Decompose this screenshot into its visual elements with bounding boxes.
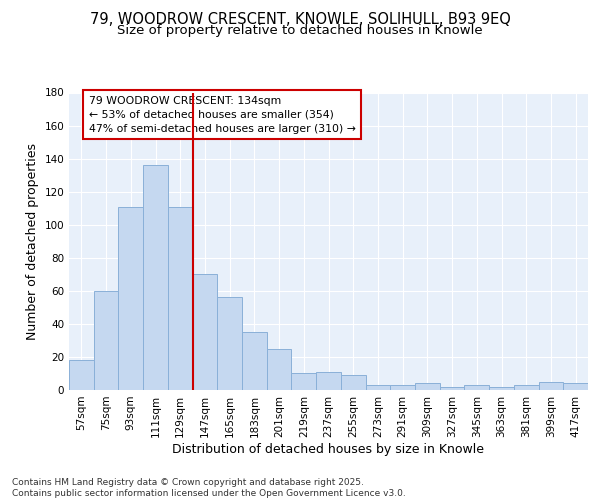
Bar [118,206,143,390]
Text: 79 WOODROW CRESCENT: 134sqm
← 53% of detached houses are smaller (354)
47% of se: 79 WOODROW CRESCENT: 134sqm ← 53% of det… [89,96,356,134]
Bar [168,206,193,390]
Bar [415,384,440,390]
Bar [193,274,217,390]
Bar [69,360,94,390]
Bar [341,375,365,390]
Bar [464,385,489,390]
Bar [292,374,316,390]
Bar [94,291,118,390]
Bar [217,298,242,390]
Bar [390,385,415,390]
Bar [563,384,588,390]
Bar [539,382,563,390]
Y-axis label: Number of detached properties: Number of detached properties [26,143,39,340]
X-axis label: Distribution of detached houses by size in Knowle: Distribution of detached houses by size … [173,442,485,456]
Bar [242,332,267,390]
Bar [440,386,464,390]
Bar [143,165,168,390]
Text: Size of property relative to detached houses in Knowle: Size of property relative to detached ho… [117,24,483,37]
Bar [316,372,341,390]
Bar [365,385,390,390]
Bar [267,348,292,390]
Text: 79, WOODROW CRESCENT, KNOWLE, SOLIHULL, B93 9EQ: 79, WOODROW CRESCENT, KNOWLE, SOLIHULL, … [89,12,511,28]
Bar [489,386,514,390]
Text: Contains HM Land Registry data © Crown copyright and database right 2025.
Contai: Contains HM Land Registry data © Crown c… [12,478,406,498]
Bar [514,385,539,390]
